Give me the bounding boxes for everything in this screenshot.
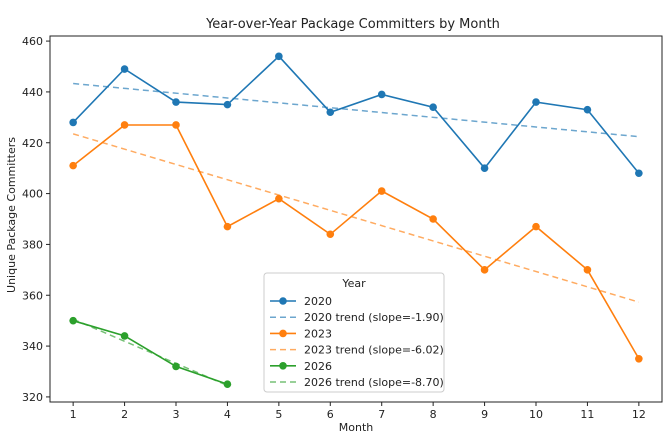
data-point-2020-1: [69, 118, 77, 127]
x-tick-label: 10: [529, 408, 543, 421]
data-point-2023-2: [120, 121, 129, 129]
data-point-2026-3: [172, 362, 180, 371]
series-line-2020: [72, 55, 640, 174]
x-tick-label: 9: [481, 408, 488, 421]
x-tick-label: 6: [327, 408, 334, 421]
y-tick-label: 440: [22, 86, 43, 99]
legend-entry-label: 2026 trend (slope=-8.70): [304, 376, 444, 389]
trend-line-2020: [73, 82, 639, 138]
y-tick-label: 340: [22, 340, 43, 353]
x-tick-label: 5: [275, 408, 282, 421]
data-point-2020-11: [583, 105, 592, 114]
data-point-2020-9: [480, 164, 489, 172]
y-tick-label: 320: [22, 391, 43, 404]
legend-entry-label: 2020: [304, 295, 332, 308]
trend-lines: [72, 82, 640, 387]
data-point-2026-2: [120, 332, 129, 340]
x-tick-label: 3: [173, 408, 180, 421]
trend-line-2026: [72, 318, 228, 387]
x-tick-label: 8: [430, 408, 437, 421]
legend-handle-marker-2020: [279, 297, 287, 305]
plot-frame: [49, 35, 663, 403]
series-line-2023: [72, 124, 640, 360]
data-point-2020-2: [120, 65, 129, 73]
x-axis-title: Month: [339, 421, 374, 434]
x-tick-label: 1: [70, 408, 77, 421]
y-tick-label: 400: [22, 188, 43, 201]
data-point-2026-1: [69, 316, 77, 325]
data-point-2023-1: [69, 161, 77, 170]
data-point-2023-8: [429, 215, 437, 223]
data-point-2020-7: [377, 90, 386, 99]
data-point-2023-12: [635, 354, 643, 363]
chart-title: Year-over-Year Package Committers by Mon…: [205, 17, 500, 32]
x-tick-label: 7: [378, 408, 385, 421]
data-point-2020-10: [532, 98, 540, 106]
data-point-2023-7: [377, 187, 386, 195]
series-line-2026: [72, 319, 228, 385]
legend-handle-marker-2023: [279, 329, 287, 338]
trend-line-2023: [72, 133, 640, 303]
y-tick-label: 380: [22, 238, 43, 251]
legend-title: Year: [341, 277, 366, 290]
data-point-2023-9: [480, 266, 489, 274]
data-point-2020-6: [326, 108, 335, 117]
legend-box: [263, 272, 445, 393]
data-point-2023-4: [223, 222, 232, 231]
legend-entry-label: 2023 trend (slope=-6.02): [304, 344, 444, 357]
data-point-2020-12: [635, 169, 643, 178]
data-point-2023-10: [532, 222, 540, 231]
data-point-2020-8: [429, 103, 437, 111]
y-tick-label: 360: [22, 289, 43, 302]
data-point-2023-5: [275, 194, 283, 203]
legend-entry-label: 2020 trend (slope=-1.90): [304, 311, 444, 324]
y-tick-label: 420: [22, 137, 43, 150]
data-point-2020-4: [223, 100, 232, 109]
x-tick-label: 11: [580, 408, 594, 421]
y-axis-title: Unique Package Committers: [5, 137, 18, 293]
data-point-2023-6: [326, 230, 335, 239]
x-tick-label: 12: [632, 408, 646, 421]
data-point-2023-11: [583, 266, 592, 274]
data-point-2026-4: [223, 380, 232, 389]
data-point-2023-3: [172, 121, 180, 129]
legend: Year 2020 2020 trend (slope=-1.90) 2023 2023…: [263, 272, 445, 393]
y-tick-label: 460: [22, 35, 43, 48]
legend-handle-marker-2026: [279, 362, 287, 370]
legend-entry-label: 2026: [304, 360, 332, 373]
data-point-2020-5: [275, 52, 283, 61]
data-point-2020-3: [172, 98, 180, 106]
x-tick-label: 4: [224, 408, 231, 421]
data-series: [69, 52, 643, 389]
x-tick-label: 2: [121, 408, 128, 421]
legend-entry-label: 2023: [304, 327, 332, 340]
